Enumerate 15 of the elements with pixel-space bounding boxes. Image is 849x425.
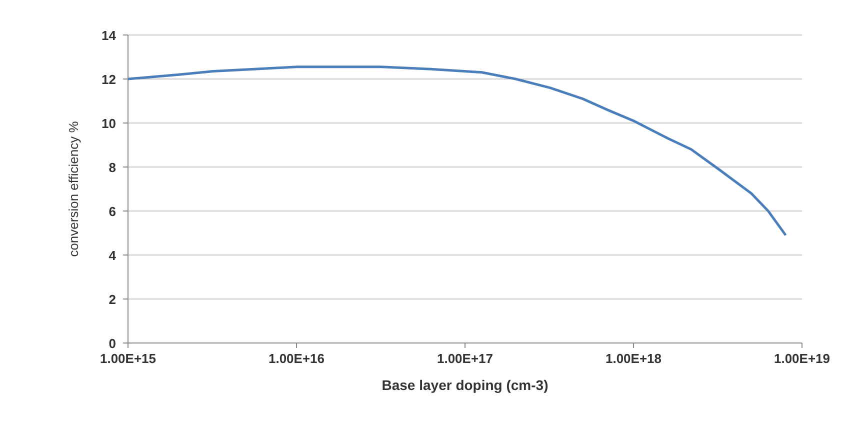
x-tick-label: 1.00E+19 <box>774 351 830 366</box>
y-tick-label: 10 <box>102 116 116 131</box>
y-tick-label: 12 <box>102 72 116 87</box>
x-tick-label: 1.00E+16 <box>268 351 325 366</box>
y-tick-label: 8 <box>108 160 116 175</box>
y-tick-label: 4 <box>108 248 117 263</box>
x-axis-title: Base layer doping (cm-3) <box>382 377 548 393</box>
x-tick-label: 1.00E+17 <box>436 351 494 366</box>
y-tick-label: 6 <box>108 204 116 219</box>
x-tick-label: 1.00E+18 <box>605 351 662 366</box>
x-tick-label: 1.00E+15 <box>100 351 156 366</box>
y-axis-title: conversion efficiency % <box>66 120 81 257</box>
y-tick-label: 0 <box>108 336 116 351</box>
y-tick-label: 2 <box>108 292 116 307</box>
y-tick-label: 14 <box>102 28 117 43</box>
